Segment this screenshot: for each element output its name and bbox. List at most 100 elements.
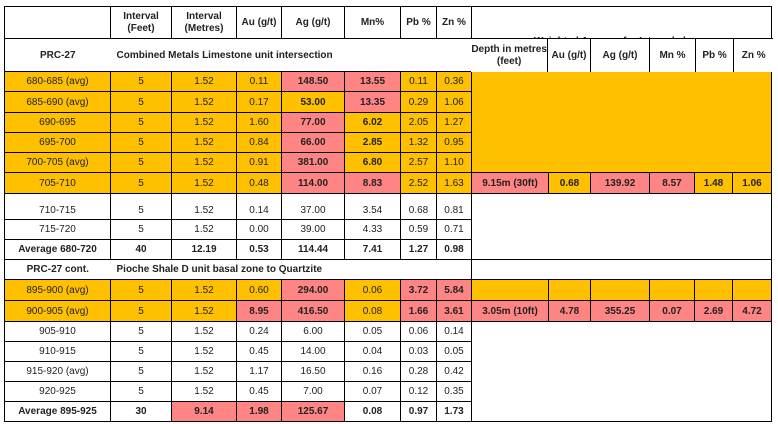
section1-title-row: PRC-27 Combined Metals Limestone unit in… [4, 38, 772, 72]
weighted-empty-cell [548, 279, 591, 301]
ag-cell: 7.00 [281, 381, 345, 402]
feet-cell: 5 [110, 172, 172, 194]
interval-cell: 895-900 (avg) [4, 279, 111, 301]
section2-hole-id: PRC-27 cont. [4, 259, 111, 280]
feet-cell: 5 [110, 219, 172, 240]
table-row: 905-910 5 1.52 0.24 6.00 0.05 0.06 0.14 [4, 321, 772, 422]
feet-cell: 5 [110, 361, 172, 382]
zn-cell: 0.71 [436, 219, 472, 240]
mn-cell: 3.54 [344, 193, 401, 220]
mn-cell: 0.08 [344, 401, 401, 422]
weighted2-mn: 0.07 [649, 300, 695, 322]
metres-cell: 1.52 [171, 321, 237, 342]
interval-cell: 695-700 [4, 132, 111, 153]
ag-cell: 148.50 [281, 71, 345, 92]
mn-cell: 13.55 [344, 71, 401, 92]
pb-cell: 0.06 [400, 321, 437, 342]
pb-cell: 0.97 [400, 401, 437, 422]
mn-cell: 6.02 [344, 112, 401, 133]
feet-cell: 5 [110, 132, 172, 153]
au-cell: 0.91 [236, 152, 282, 173]
header-ag: Ag (g/t) [281, 6, 345, 39]
ag-cell: 125.67 [281, 401, 345, 422]
assay-results-table-container: Interval (Feet) Interval (Metres) Au (g/… [4, 6, 772, 422]
metres-cell: 1.52 [171, 381, 237, 402]
au-cell: 0.11 [236, 71, 282, 92]
feet-cell: 5 [110, 279, 172, 301]
pb-cell: 2.05 [400, 112, 437, 133]
interval-cell: 710-715 [4, 193, 111, 220]
interval-cell: 685-690 (avg) [4, 91, 111, 113]
interval-cell: 910-915 [4, 341, 111, 362]
au-cell: 0.24 [236, 321, 282, 342]
ag-cell: 6.00 [281, 321, 345, 342]
zn-cell: 0.81 [436, 193, 472, 220]
interval-cell: 705-710 [4, 172, 111, 194]
weighted-average-fill-area [471, 71, 772, 173]
zn-cell: 0.36 [436, 71, 472, 92]
feet-cell: 40 [110, 239, 172, 260]
weighted2-zn: 4.72 [732, 300, 772, 322]
interval-cell: Average 895-925 [4, 401, 111, 422]
mn-cell: 0.08 [344, 300, 401, 322]
weighted-empty-cell [694, 279, 733, 301]
metres-cell: 1.52 [171, 91, 237, 113]
ag-cell: 114.00 [281, 172, 345, 194]
metres-cell: 1.52 [171, 300, 237, 322]
metres-cell: 1.52 [171, 132, 237, 153]
pb-cell: 2.52 [400, 172, 437, 194]
pb-cell: 0.03 [400, 341, 437, 362]
weighted1-mn: 8.57 [649, 172, 695, 194]
pb-cell: 0.68 [400, 193, 437, 220]
weighted-pb-header: Pb % [696, 39, 735, 72]
feet-cell: 5 [110, 300, 172, 322]
ag-cell: 16.50 [281, 361, 345, 382]
pb-cell: 2.57 [400, 152, 437, 173]
interval-cell: 920-925 [4, 381, 111, 402]
feet-cell: 5 [110, 381, 172, 402]
header-interval-metres: Interval (Metres) [171, 6, 237, 39]
metres-cell: 1.52 [171, 341, 237, 362]
feet-cell: 5 [110, 341, 172, 362]
ag-cell: 114.44 [281, 239, 345, 260]
section1-unit: Combined Metals Limestone unit intersect… [110, 38, 472, 72]
feet-cell: 5 [110, 152, 172, 173]
interval-cell: 690-695 [4, 112, 111, 133]
mn-cell: 13.35 [344, 91, 401, 113]
mn-cell: 0.07 [344, 381, 401, 402]
header-blank [4, 6, 111, 39]
pb-cell: 1.27 [400, 239, 437, 260]
table-row: 895-900 (avg) 5 1.52 0.60 294.00 0.06 3.… [4, 279, 772, 301]
metres-cell: 1.52 [171, 279, 237, 301]
zn-cell: 0.35 [436, 381, 472, 402]
header-row: Interval (Feet) Interval (Metres) Au (g/… [4, 6, 772, 72]
weighted1-pb: 1.48 [694, 172, 733, 194]
metres-cell: 1.52 [171, 112, 237, 133]
mn-cell: 6.80 [344, 152, 401, 173]
mn-cell: 0.04 [344, 341, 401, 362]
section1-hole-id: PRC-27 [4, 38, 111, 72]
zn-cell: 3.61 [436, 300, 472, 322]
au-cell: 0.00 [236, 219, 282, 240]
ag-cell: 37.00 [281, 193, 345, 220]
interval-cell: 900-905 (avg) [4, 300, 111, 322]
weighted1-zn: 1.06 [732, 172, 772, 194]
feet-cell: 5 [110, 71, 172, 92]
average-row: Average 895-925 30 9.14 1.98 125.67 0.08… [4, 401, 772, 422]
header-interval-feet: Interval (Feet) [110, 6, 172, 39]
feet-cell: 5 [110, 91, 172, 113]
au-cell: 0.17 [236, 91, 282, 113]
au-cell: 0.45 [236, 341, 282, 362]
weighted2-depth: 3.05m (10ft) [471, 300, 549, 322]
mn-cell: 0.05 [344, 321, 401, 342]
table-row: 900-905 (avg) 5 1.52 8.95 416.50 0.08 1.… [4, 300, 772, 322]
weighted2-au: 4.78 [548, 300, 591, 322]
ag-cell: 416.50 [281, 300, 345, 322]
weighted-empty-cell [732, 279, 772, 301]
table-row: 920-925 5 1.52 0.45 7.00 0.07 0.12 0.35 [4, 381, 772, 402]
ag-cell: 294.00 [281, 279, 345, 301]
interval-cell: 715-720 [4, 219, 111, 240]
header-pb: Pb % [400, 6, 437, 39]
metres-cell: 1.52 [171, 172, 237, 194]
zn-cell: 0.42 [436, 361, 472, 382]
